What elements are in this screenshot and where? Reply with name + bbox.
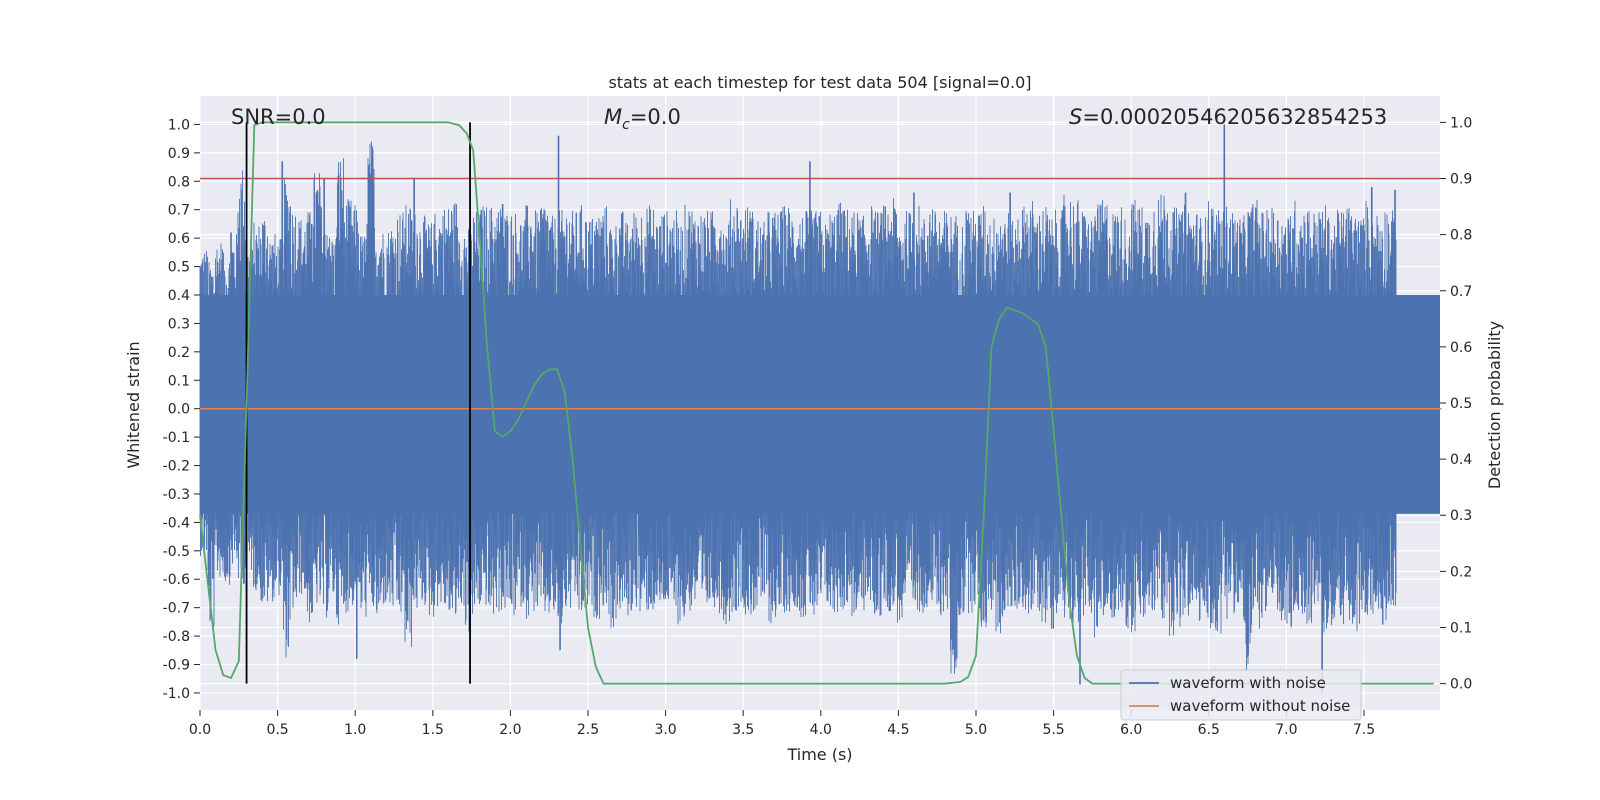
x-tick-label: 1.0 — [344, 722, 366, 738]
series-waveform-with-noise — [199, 124, 1440, 693]
y-right-tick-label: 0.8 — [1450, 228, 1472, 244]
x-tick-label: 0.0 — [189, 722, 211, 738]
y-left-tick-label: 0.0 — [168, 402, 190, 418]
y-right-tick-label: 0.6 — [1450, 340, 1472, 356]
mc-value: =0.0 — [630, 105, 681, 129]
y-axis-left-ticks: -1.0 -0.9 -0.8 -0.7 -0.6 -0.5 -0.4 -0.3 -0.2 -0.1… — [163, 117, 200, 702]
x-tick-label: 2.5 — [577, 722, 599, 738]
snr-annotation: SNR=0.0 — [231, 105, 326, 129]
y-axis-left-label: Whitened strain — [124, 341, 143, 468]
probability-line — [199, 121, 1434, 685]
y-left-tick-label: 0.5 — [168, 260, 190, 276]
legend-label-without-noise: waveform without noise — [1170, 697, 1350, 715]
x-tick-label: 5.5 — [1042, 722, 1064, 738]
x-tick-label: 5.0 — [965, 722, 987, 738]
legend: waveform with noise waveform without noi… — [1120, 669, 1362, 721]
x-tick-label: 6.0 — [1120, 722, 1142, 738]
s-annotation: S=0.00020546205632854253 — [1069, 105, 1387, 129]
y-left-tick-label: 0.7 — [168, 203, 190, 219]
y-left-tick-label: 1.0 — [168, 117, 190, 133]
series-detection-probability — [199, 121, 1434, 685]
y-left-tick-label: 0.2 — [168, 345, 190, 361]
y-left-tick-label: 0.6 — [168, 231, 190, 247]
x-tick-label: 3.0 — [654, 722, 676, 738]
y-right-tick-label: 0.3 — [1450, 508, 1472, 524]
x-tick-label: 1.5 — [422, 722, 444, 738]
y-right-tick-label: 0.5 — [1450, 396, 1472, 412]
x-tick-label: 2.0 — [499, 722, 521, 738]
mc-symbol: M — [604, 105, 622, 129]
y-right-tick-label: 0.1 — [1450, 620, 1472, 636]
y-right-tick-label: 1.0 — [1450, 115, 1472, 131]
y-right-tick-label: 0.4 — [1450, 452, 1472, 468]
y-right-tick-label: 0.2 — [1450, 564, 1472, 580]
y-left-tick-label: -0.9 — [163, 658, 190, 674]
y-right-tick-label: 0.9 — [1450, 172, 1472, 188]
x-tick-label: 3.5 — [732, 722, 754, 738]
y-right-tick-label: 0.7 — [1450, 284, 1472, 300]
s-symbol: S — [1069, 105, 1082, 129]
y-left-tick-label: 0.1 — [168, 373, 190, 389]
x-tick-label: 4.5 — [887, 722, 909, 738]
x-axis-label: Time (s) — [786, 745, 852, 764]
noise-core-band — [200, 294, 1440, 514]
mc-annotation: Mc=0.0 — [604, 105, 681, 133]
y-left-tick-label: 0.8 — [168, 174, 190, 190]
y-left-tick-label: -1.0 — [163, 686, 190, 702]
x-tick-label: 7.5 — [1353, 722, 1375, 738]
chart-title: stats at each timestep for test data 504… — [608, 73, 1031, 92]
y-left-tick-label: 0.9 — [168, 146, 190, 162]
x-tick-label: 4.0 — [810, 722, 832, 738]
mc-subscript: c — [622, 117, 630, 133]
y-left-tick-label: -0.6 — [163, 572, 190, 588]
y-axis-right-ticks: 0.0 0.1 0.2 0.3 0.4 0.5 0.6 0.7 0.8 0.9 1.0 — [1440, 115, 1472, 693]
y-left-tick-label: 0.3 — [168, 316, 190, 332]
legend-box — [1120, 669, 1362, 721]
y-left-tick-label: -0.3 — [163, 487, 190, 503]
y-left-tick-label: -0.2 — [163, 459, 190, 475]
s-value: =0.00020546205632854253 — [1082, 105, 1387, 129]
x-tick-label: 0.5 — [266, 722, 288, 738]
y-left-tick-label: -0.8 — [163, 629, 190, 645]
y-axis-right-label: Detection probability — [1485, 321, 1504, 489]
x-tick-label: 6.5 — [1198, 722, 1220, 738]
y-left-tick-label: 0.4 — [168, 288, 190, 304]
y-left-tick-label: -0.7 — [163, 601, 190, 617]
legend-label-with-noise: waveform with noise — [1170, 674, 1326, 692]
y-left-tick-label: -0.5 — [163, 544, 190, 560]
y-left-tick-label: -0.4 — [163, 515, 190, 531]
y-left-tick-label: -0.1 — [163, 430, 190, 446]
y-right-tick-label: 0.0 — [1450, 677, 1472, 693]
x-tick-label: 7.0 — [1275, 722, 1297, 738]
